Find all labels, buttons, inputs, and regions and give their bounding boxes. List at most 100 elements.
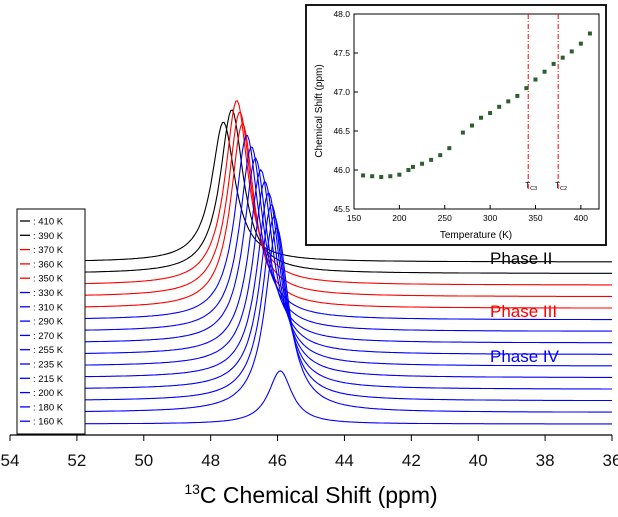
spectrum-160k [76,370,612,425]
phase-label: Phase III [490,302,557,321]
inset-data-point [447,146,452,151]
legend-entry-label: : 310 K [33,302,64,313]
x-tick-label: 38 [536,451,555,470]
inset-data-point [438,153,443,158]
spectrum-215k [76,204,612,390]
phase-labels: Phase II Phase III Phase IV [490,249,560,366]
inset-data-point [361,173,366,178]
inset-x-tick-label: 200 [392,213,406,223]
spectrum-255k [76,181,612,367]
inset-data-point [410,164,415,169]
inset-data-point [388,174,393,179]
x-axis-label-text: C Chemical Shift (ppm) [200,482,438,508]
inset-data-point [560,55,565,60]
spectra-layer [76,100,613,425]
inset-data-point [542,69,547,74]
spectrum-310k [76,146,612,332]
spectrum-410k [76,121,612,263]
legend-entry-label: : 270 K [33,331,64,342]
spectrum-330k [76,134,612,321]
x-tick-label: 44 [335,451,354,470]
x-tick-label: 54 [1,451,20,470]
inset-data-point [420,161,425,166]
legend-entry-label: : 390 K [33,231,64,242]
inset-y-tick-label: 48.0 [333,9,350,19]
inset-data-point [397,172,402,177]
legend-entry-label: : 350 K [33,274,64,285]
spectrum-200k [76,215,612,402]
inset-transition-label: TC2 [555,181,567,192]
inset-data-point [488,111,493,116]
x-tick-label: 36 [603,451,618,470]
inset-y-tick-label: 47.5 [333,48,350,58]
spectrum-390k [76,109,612,274]
inset-data-point [479,115,484,120]
inset-data-point [497,104,502,109]
inset-data-point [370,174,375,179]
inset-data-point [515,93,520,98]
spectrum-370k [76,100,612,286]
inset-plot-frame [353,13,600,210]
x-tick-label: 40 [469,451,488,470]
spectrum-350k [76,122,612,309]
legend-entry-label: : 330 K [33,288,64,299]
inset-points [361,31,592,180]
inset-y-tick-label: 46.5 [333,126,350,136]
inset-axis-ticks: 150 200 250 300 350 400 45.5 46.0 46.5 47.0 47.5 48… [333,9,588,223]
inset-data-point [460,130,465,135]
inset-transition-label: TC3 [525,181,537,192]
x-tick-label: 46 [268,451,287,470]
inset-data-point [578,41,583,46]
inset-x-tick-label: 150 [347,213,361,223]
x-axis-label: 13C Chemical Shift (ppm) [184,481,437,508]
spectrum-270k [76,168,612,355]
inset-border [305,4,607,246]
inset-data-point [406,168,411,172]
inset-data-point [429,157,434,162]
legend-entry-label: : 255 K [33,345,64,356]
inset-x-tick-label: 400 [574,213,588,223]
x-tick-label: 52 [67,451,86,470]
legend-entry-label: : 235 K [33,360,64,371]
inset-y-tick-label: 46.0 [333,165,350,175]
inset-y-axis-label: Chemical Shift (ppm) [314,64,325,157]
x-axis-ticks: 54 52 50 48 46 44 42 40 38 36 [1,435,618,470]
phase-label: Phase IV [490,347,560,366]
legend-entry-label: : 410 K [33,217,64,228]
inset-data-point [469,123,474,128]
spectrum-180k [76,227,612,413]
nmr-spectra-chart: 54 52 50 48 46 44 42 40 38 36 13C Chemical Shift … [1,100,618,508]
inset-y-tick-label: 45.5 [333,204,350,214]
inset-x-axis-label: Temperature (K) [440,230,512,241]
inset-data-point [587,31,592,36]
legend-entry-label: : 200 K [33,388,64,399]
inset-data-point [533,77,538,82]
x-tick-label: 50 [134,451,153,470]
inset-x-tick-label: 300 [483,213,497,223]
spectrum-360k [76,111,613,298]
phase-label: Phase II [490,249,552,268]
x-tick-label: 42 [402,451,421,470]
legend: : 410 K : 390 K : 370 K : 360 K : 350 K : 330… [16,208,86,435]
inset-chart: 150 200 250 300 350 400 45.5 46.0 46.5 47.0 47.5 48… [305,4,607,246]
legend-entry-label: : 360 K [33,259,64,270]
spectrum-290k [76,157,612,344]
inset-data-point [551,61,556,66]
inset-data-point [569,49,574,54]
inset-x-tick-label: 250 [438,213,452,223]
inset-data-point [524,86,529,91]
inset-data-point [379,175,384,180]
inset-x-tick-label: 350 [528,213,542,223]
x-axis-label-superscript: 13 [184,481,200,497]
legend-entry-label: : 160 K [33,417,64,428]
legend-entry-label: : 290 K [33,317,64,328]
inset-data-point [506,99,511,104]
legend-entry-label: : 370 K [33,245,64,256]
spectrum-235k [76,192,612,378]
inset-transition-lines: TC3 TC2 [525,14,567,192]
legend-entry-label: : 215 K [33,374,64,385]
legend-entry-label: : 180 K [33,402,64,413]
inset-y-tick-label: 47.0 [333,87,350,97]
x-tick-label: 48 [201,451,220,470]
